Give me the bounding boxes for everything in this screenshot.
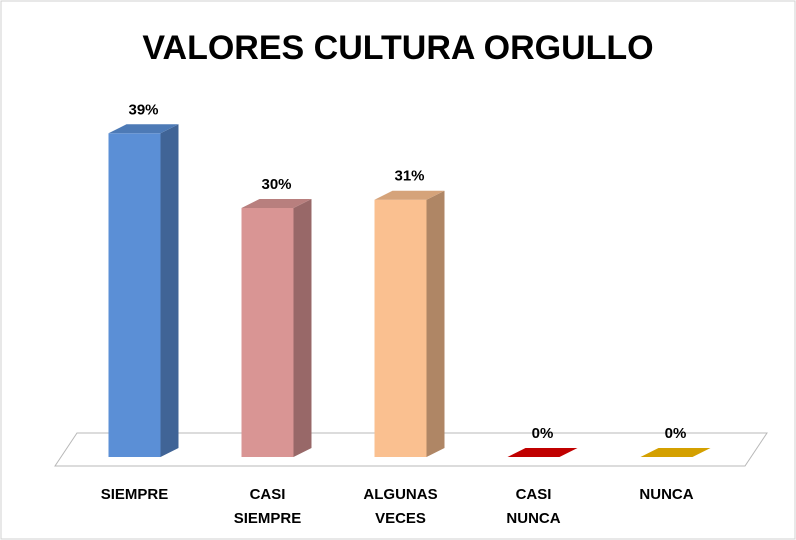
data-label: 31% bbox=[394, 168, 424, 185]
x-tick-label: SIEMPRE bbox=[101, 486, 169, 503]
data-label: 0% bbox=[532, 425, 554, 442]
bar-side bbox=[160, 124, 179, 458]
bar-side bbox=[426, 190, 445, 457]
chart-title: VALORES CULTURA ORGULLO bbox=[142, 29, 653, 67]
data-label: 30% bbox=[261, 176, 291, 193]
bar-top bbox=[108, 124, 179, 134]
bar-front bbox=[374, 199, 427, 457]
bar bbox=[241, 199, 312, 457]
data-label: 39% bbox=[128, 101, 158, 118]
bar-top bbox=[640, 448, 711, 457]
bar bbox=[374, 190, 445, 457]
bar bbox=[507, 448, 578, 457]
x-tick-label: CASI SIEMPRE bbox=[234, 486, 302, 527]
bar-top bbox=[241, 199, 312, 208]
bar-front bbox=[108, 133, 161, 458]
data-label: 0% bbox=[665, 425, 687, 442]
bar-top bbox=[374, 190, 445, 200]
x-tick-label: NUNCA bbox=[639, 486, 693, 503]
bar-side bbox=[293, 199, 312, 457]
x-tick-label: CASI NUNCA bbox=[506, 486, 560, 527]
bar bbox=[108, 124, 179, 458]
bar bbox=[640, 448, 711, 457]
x-tick-label: ALGUNAS VECES bbox=[363, 486, 437, 527]
bar-top bbox=[507, 448, 578, 457]
bar-front bbox=[241, 208, 294, 457]
